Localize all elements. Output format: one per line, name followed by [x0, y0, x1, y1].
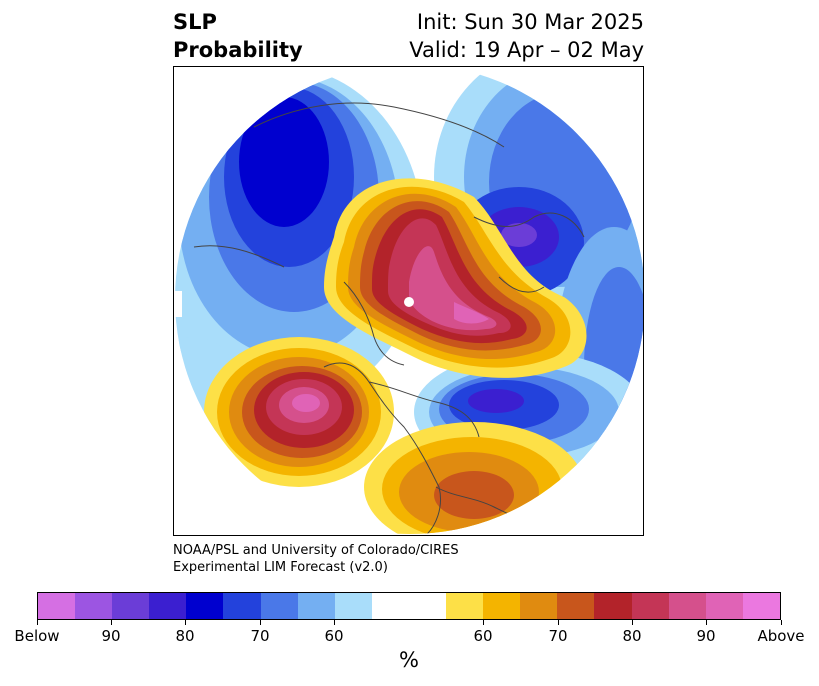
colorbar-segment	[594, 593, 632, 619]
credit-line-1: NOAA/PSL and University of Colorado/CIRE…	[173, 543, 459, 558]
north-pacific-high-anomaly	[204, 337, 394, 487]
colorbar-segment	[334, 593, 372, 619]
colorbar-tick-label: Above	[757, 627, 805, 645]
title-right: Init: Sun 30 Mar 2025 Valid: 19 Apr – 02…	[409, 8, 644, 64]
colorbar-tick-mark	[705, 620, 707, 625]
colorbar-segment	[260, 593, 298, 619]
colorbar-segment	[38, 593, 76, 619]
colorbar-segment	[297, 593, 335, 619]
colorbar-tick-mark	[557, 620, 559, 625]
map-panel	[173, 66, 644, 536]
colorbar-tick-mark	[333, 620, 335, 625]
colorbar-segment	[112, 593, 150, 619]
colorbar-tick-label: 80	[622, 627, 642, 645]
colorbar-tick-mark	[482, 620, 484, 625]
credit-line-2: Experimental LIM Forecast (v2.0)	[173, 560, 388, 575]
colorbar-tick-label: 90	[696, 627, 716, 645]
colorbar-segment	[557, 593, 595, 619]
colorbar-segment	[446, 593, 484, 619]
title-quantity: Probability	[173, 38, 303, 62]
arctic-high-anomaly	[324, 178, 587, 378]
colorbar-tick-mark	[184, 620, 186, 625]
colorbar-segment	[371, 593, 409, 619]
title-variable: SLP	[173, 10, 217, 34]
colorbar-segment	[408, 593, 447, 619]
colorbar-tick-label: 70	[250, 627, 270, 645]
colorbar-tick-label: 60	[473, 627, 493, 645]
init-date: Init: Sun 30 Mar 2025	[416, 10, 644, 34]
colorbar-segment	[742, 593, 780, 619]
colorbar-segment	[186, 593, 224, 619]
colorbar-tick-mark	[110, 620, 112, 625]
colorbar-segment	[149, 593, 187, 619]
colorbar-segment	[631, 593, 669, 619]
polar-projection-map	[174, 67, 643, 534]
colorbar-segment	[705, 593, 743, 619]
title-left: SLP Probability	[173, 8, 303, 64]
colorbar-tick-mark	[36, 620, 38, 625]
colorbar-segment	[668, 593, 706, 619]
colorbar-tick-label: 80	[175, 627, 195, 645]
colorbar-unit: %	[399, 648, 419, 672]
colorbar-segment	[483, 593, 521, 619]
colorbar-tick-label: 60	[324, 627, 344, 645]
colorbar-tick-mark	[780, 620, 782, 625]
credit-text: NOAA/PSL and University of Colorado/CIRE…	[173, 542, 459, 576]
colorbar-tick-mark	[259, 620, 261, 625]
colorbar-segment	[520, 593, 558, 619]
colorbar	[37, 592, 781, 620]
colorbar-segment	[223, 593, 261, 619]
colorbar-tick-mark	[631, 620, 633, 625]
colorbar-tick-label: 70	[548, 627, 568, 645]
valid-range: Valid: 19 Apr – 02 May	[409, 38, 644, 62]
colorbar-segment	[75, 593, 113, 619]
colorbar-tick-label: Below	[14, 627, 60, 645]
colorbar-tick-label: 90	[101, 627, 121, 645]
